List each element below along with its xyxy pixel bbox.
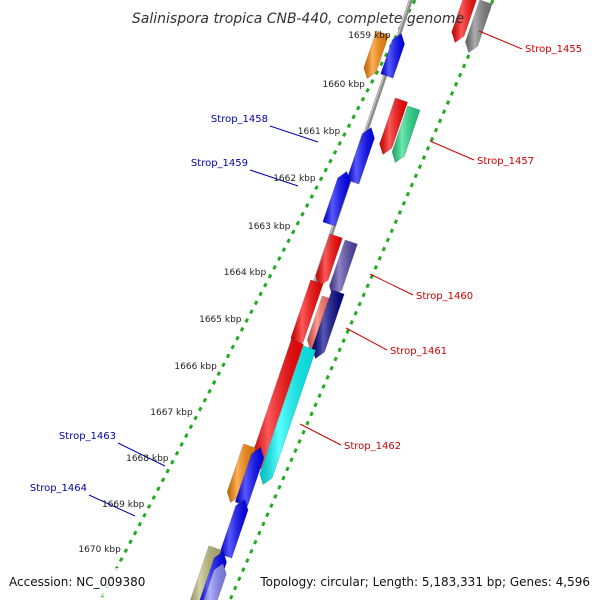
leader-line — [117, 442, 166, 467]
map-title: Salinispora tropica CNB-440, complete ge… — [132, 11, 464, 27]
leader-line — [369, 273, 414, 296]
footer-accession: Accession: NC_009380 — [9, 575, 145, 589]
tick-label: 1659 kbp — [348, 31, 391, 41]
tick-label: 1664 kbp — [224, 268, 267, 278]
gene-label: Strop_1463 — [59, 431, 116, 442]
label-leaders — [88, 30, 523, 517]
tick-label: 1661 kbp — [298, 127, 341, 137]
gene-label: Strop_1464 — [30, 483, 87, 494]
leader-line — [299, 423, 342, 446]
feature-strop-1458 — [346, 127, 375, 185]
gene-label: Strop_1462 — [344, 441, 401, 452]
gene-label: Strop_1455 — [525, 44, 582, 55]
gene-label: Strop_1458 — [211, 114, 268, 125]
footer-accession-bg — [0, 568, 160, 596]
tick-label: 1667 kbp — [150, 408, 193, 418]
tick-label: 1663 kbp — [248, 222, 291, 232]
leader-line — [88, 494, 136, 517]
tick-label: 1669 kbp — [102, 500, 145, 510]
ruler-track — [98, 0, 495, 600]
leader-line — [345, 327, 388, 351]
tick-label: 1660 kbp — [322, 80, 365, 90]
feature-strop-1459 — [322, 171, 351, 227]
leader-line — [478, 30, 523, 50]
gene-label: Strop_1461 — [390, 346, 447, 357]
ruler-inner — [98, 0, 417, 600]
gene-label: Strop_1460 — [416, 291, 473, 302]
gene-label: Strop_1457 — [477, 156, 534, 167]
leader-line — [269, 125, 319, 143]
leader-line — [249, 169, 299, 187]
tick-label: 1668 kbp — [126, 454, 169, 464]
labels: 1659 kbp 1660 kbp 1661 kbp 1662 kbp 1663 kbp… — [30, 31, 582, 555]
footer-topology: Topology: circular; Length: 5,183,331 bp… — [259, 575, 590, 589]
tick-label: 1666 kbp — [174, 362, 217, 372]
leader-line — [429, 140, 475, 161]
tick-label: 1662 kbp — [273, 174, 316, 184]
gene-label: Strop_1459 — [191, 158, 248, 169]
feature-strop-1464 — [219, 499, 249, 559]
tick-label: 1665 kbp — [199, 315, 242, 325]
tick-label: 1670 kbp — [78, 545, 121, 555]
